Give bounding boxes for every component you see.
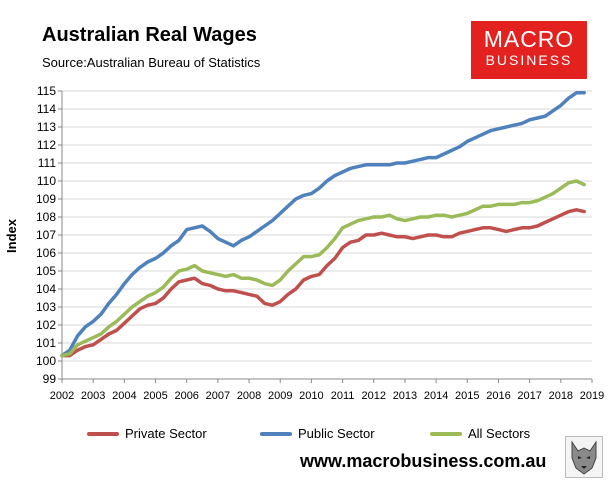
y-axis-ticks: 99 100 101 102 103 104 105 106 107 108 109 110 111 11… xyxy=(36,84,62,386)
legend-label-all: All Sectors xyxy=(468,426,531,441)
series-line-all xyxy=(60,179,586,358)
axes xyxy=(61,91,592,380)
chart-title: Australian Real Wages xyxy=(42,24,257,46)
x-tick-label: 2005 xyxy=(143,390,167,402)
y-tick-label: 104 xyxy=(36,282,56,296)
y-tick-label: 113 xyxy=(37,120,56,134)
x-tick-label: 2008 xyxy=(237,390,261,402)
y-tick-label: 102 xyxy=(36,318,56,332)
macrobusiness-logo: MACRO BUSINESS xyxy=(471,21,587,79)
legend-swatch-private xyxy=(87,432,119,436)
x-tick-label: 2015 xyxy=(455,390,479,402)
y-tick-label: 114 xyxy=(37,102,56,116)
y-tick-label: 103 xyxy=(36,300,56,314)
line-chart: 99 100 101 102 103 104 105 106 107 108 109 110 111 11… xyxy=(4,84,604,402)
y-tick-label: 110 xyxy=(37,174,56,188)
legend-swatch-all xyxy=(430,432,462,436)
logo-line-1: MACRO xyxy=(483,26,575,52)
legend-label-private: Private Sector xyxy=(125,426,207,441)
x-tick-label: 2018 xyxy=(549,390,573,402)
x-tick-label: 2004 xyxy=(112,390,136,402)
legend: Private Sector Public Sector All Sectors xyxy=(0,424,609,444)
y-tick-label: 112 xyxy=(37,138,56,152)
x-tick-label: 2009 xyxy=(268,390,292,402)
legend-label-public: Public Sector xyxy=(298,426,375,441)
x-tick-label: 2003 xyxy=(81,390,105,402)
x-tick-label: 2002 xyxy=(50,390,74,402)
legend-swatch-public xyxy=(260,432,292,436)
y-tick-label: 101 xyxy=(36,336,56,350)
series-line-private xyxy=(60,208,586,358)
wolf-logo-icon xyxy=(565,436,603,478)
y-tick-label: 106 xyxy=(36,246,56,260)
y-tick-label: 105 xyxy=(36,264,56,278)
x-tick-label: 2014 xyxy=(424,390,448,402)
x-tick-label: 2019 xyxy=(580,390,604,402)
y-tick-label: 115 xyxy=(37,84,56,98)
gridlines xyxy=(62,90,592,380)
x-tick-label: 2007 xyxy=(206,390,230,402)
y-tick-label: 107 xyxy=(36,228,56,242)
y-axis-label: Index xyxy=(4,218,19,253)
x-tick-label: 2006 xyxy=(174,390,198,402)
series-lines xyxy=(60,91,586,358)
x-tick-label: 2013 xyxy=(393,390,417,402)
website-link[interactable]: www.macrobusiness.com.au xyxy=(300,451,547,471)
x-tick-label: 2012 xyxy=(362,390,386,402)
series-line-public xyxy=(60,91,586,358)
y-tick-label: 100 xyxy=(36,354,56,368)
x-axis-ticks: 2002 2003 2004 2005 2006 2007 2008 2009 2010 2011… xyxy=(50,379,604,402)
y-tick-label: 109 xyxy=(36,192,56,206)
y-tick-label: 111 xyxy=(38,156,57,170)
x-tick-label: 2010 xyxy=(299,390,323,402)
chart-subtitle: Source:Australian Bureau of Statistics xyxy=(42,55,261,70)
x-tick-label: 2011 xyxy=(331,390,355,402)
y-tick-label: 99 xyxy=(43,372,57,386)
logo-line-2: BUSINESS xyxy=(485,52,573,68)
x-tick-label: 2016 xyxy=(486,390,510,402)
y-tick-label: 108 xyxy=(36,210,56,224)
x-tick-label: 2017 xyxy=(517,390,541,402)
